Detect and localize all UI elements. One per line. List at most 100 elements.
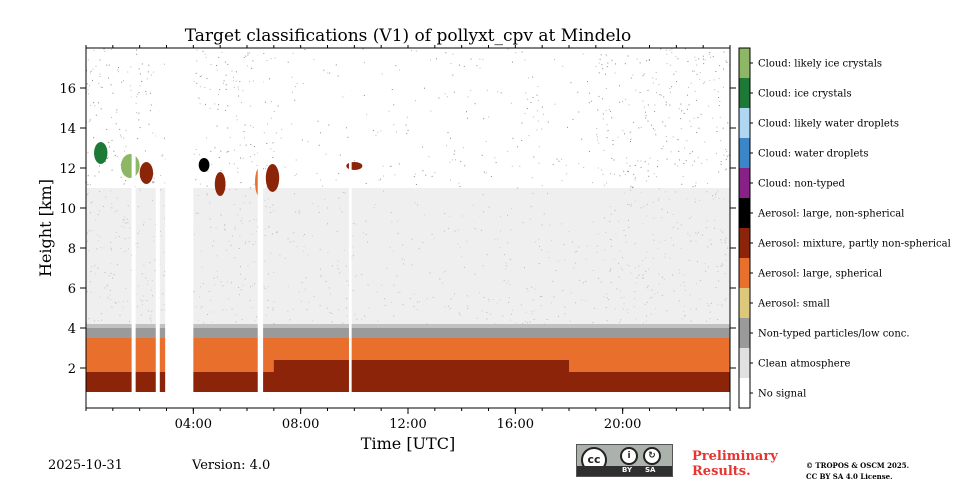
- noise-pixel: [647, 89, 649, 91]
- noise-pixel: [195, 179, 197, 181]
- noise-pixel: [715, 71, 717, 72]
- noise-pixel: [684, 147, 686, 149]
- noise-pixel: [264, 101, 266, 103]
- noise-pixel: [675, 56, 677, 58]
- noise-pixel: [476, 65, 478, 67]
- noise-pixel: [205, 56, 207, 58]
- noise-pixel: [196, 49, 198, 51]
- noise-pixel: [570, 82, 572, 84]
- noise-pixel: [106, 158, 108, 159]
- noise-pixel: [249, 156, 251, 158]
- noise-pixel: [319, 132, 321, 134]
- noise-pixel: [405, 124, 407, 126]
- noise-pixel: [636, 58, 638, 60]
- noise-pixel: [406, 116, 408, 118]
- noise-pixel: [151, 74, 152, 76]
- noise-pixel: [541, 106, 543, 108]
- noise-pixel: [204, 103, 206, 105]
- heatmap-cells: [86, 48, 731, 408]
- x-tick-label: 12:00: [389, 417, 426, 432]
- noise-pixel: [163, 137, 165, 139]
- noise-pixel: [633, 121, 635, 123]
- noise-pixel: [425, 174, 427, 176]
- noise-pixel: [538, 146, 540, 148]
- noise-pixel: [679, 159, 681, 161]
- noise-pixel: [240, 157, 241, 159]
- noise-pixel: [702, 55, 704, 57]
- noise-pixel: [605, 88, 607, 89]
- colorbar-label: Cloud: ice crystals: [758, 89, 852, 100]
- noise-pixel: [664, 125, 666, 127]
- noise-pixel: [127, 71, 129, 73]
- noise-pixel: [583, 167, 585, 168]
- x-axis-label: Time [UTC]: [361, 434, 455, 453]
- noise-pixel: [270, 148, 272, 150]
- noise-pixel: [266, 165, 268, 167]
- noise-pixel: [328, 124, 330, 126]
- noise-pixel: [225, 74, 227, 76]
- noise-pixel: [599, 58, 601, 60]
- noise-pixel: [643, 73, 645, 75]
- noise-pixel: [728, 154, 730, 156]
- noise-pixel: [220, 150, 222, 152]
- noise-pixel: [590, 100, 592, 102]
- noise-pixel: [453, 91, 455, 93]
- noise-pixel: [655, 72, 657, 73]
- noise-pixel: [253, 183, 255, 185]
- noise-pixel: [130, 66, 132, 68]
- noise-pixel: [675, 71, 677, 73]
- noise-pixel: [106, 64, 108, 66]
- noise-pixel: [707, 182, 709, 184]
- noise-pixel: [611, 157, 613, 159]
- noise-pixel: [462, 147, 464, 149]
- noise-pixel: [640, 126, 642, 128]
- noise-pixel: [693, 160, 695, 162]
- noise-pixel: [291, 123, 293, 125]
- colorbar-label: Clean atmosphere: [758, 359, 851, 370]
- noise-pixel: [598, 142, 600, 144]
- noise-pixel: [665, 101, 667, 103]
- noise-pixel: [714, 89, 716, 91]
- noise-pixel: [138, 113, 140, 115]
- noise-pixel: [149, 110, 151, 112]
- noise-pixel: [87, 89, 89, 91]
- noise-pixel: [566, 173, 568, 175]
- noise-pixel: [224, 61, 226, 63]
- colorbar-swatch: [739, 228, 750, 258]
- colorbar-swatch: [739, 138, 750, 168]
- noise-pixel: [639, 92, 641, 93]
- noise-pixel: [530, 102, 532, 104]
- noise-pixel: [635, 89, 637, 91]
- colorbar-swatch: [739, 108, 750, 138]
- noise-pixel: [307, 141, 309, 143]
- noise-pixel: [578, 163, 580, 165]
- x-tick-label: 08:00: [282, 417, 319, 432]
- noise-pixel: [94, 105, 96, 107]
- noise-pixel: [277, 105, 279, 107]
- noise-pixel: [450, 179, 451, 181]
- patch-aerosol-mixture-partly-non-spherical: [265, 164, 280, 192]
- noise-pixel: [680, 103, 682, 105]
- noise-pixel: [214, 103, 216, 105]
- noise-pixel: [678, 139, 680, 141]
- noise-pixel: [364, 62, 365, 64]
- noise-pixel: [227, 150, 229, 152]
- noise-pixel: [512, 61, 513, 63]
- noise-pixel: [97, 102, 99, 104]
- noise-pixel: [694, 56, 696, 58]
- noise-pixel: [229, 162, 230, 164]
- noise-pixel: [152, 181, 154, 183]
- noise-pixel: [702, 58, 704, 60]
- noise-pixel: [537, 120, 539, 122]
- colorbar-label: Aerosol: large, non-spherical: [757, 209, 904, 220]
- noise-pixel: [87, 152, 89, 154]
- layer-aerosol-mixture-partly-non-spherical: [273, 360, 569, 376]
- noise-pixel: [196, 82, 198, 84]
- noise-pixel: [558, 160, 560, 162]
- noise-pixel: [254, 146, 255, 148]
- noise-pixel: [541, 185, 543, 187]
- preliminary-line-1: Preliminary: [692, 449, 778, 464]
- noise-pixel: [670, 64, 672, 66]
- noise-pixel: [265, 168, 266, 170]
- noise-pixel: [639, 62, 641, 64]
